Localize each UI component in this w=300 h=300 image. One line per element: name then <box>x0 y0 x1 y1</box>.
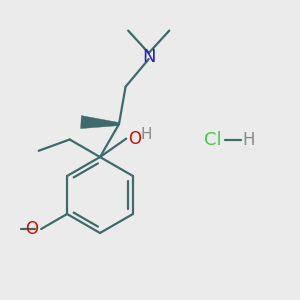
Text: N: N <box>142 48 155 66</box>
Text: O: O <box>26 220 39 238</box>
Text: Cl: Cl <box>204 131 222 149</box>
Polygon shape <box>81 116 119 129</box>
Text: H: H <box>140 127 152 142</box>
Text: H: H <box>243 131 255 149</box>
Text: O: O <box>128 130 141 148</box>
